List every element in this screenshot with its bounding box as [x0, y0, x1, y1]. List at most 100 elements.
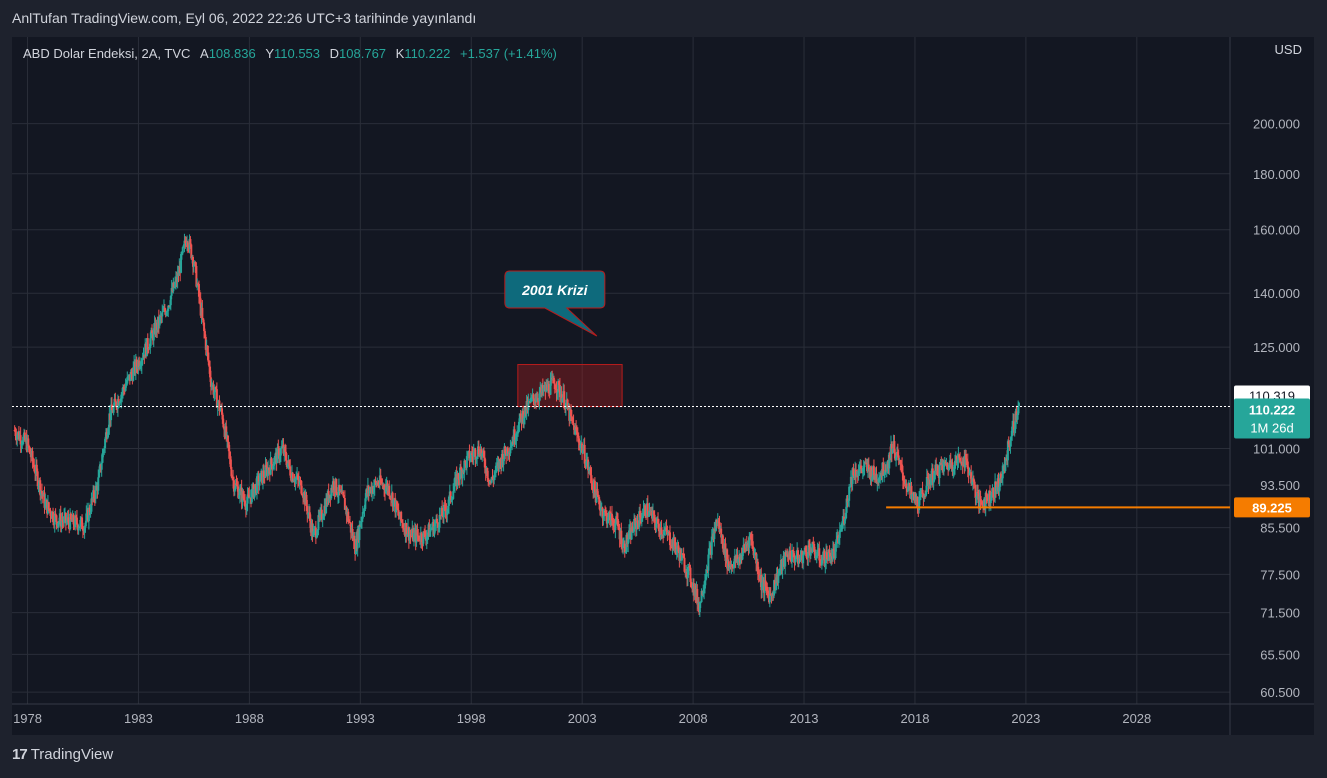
chart-area[interactable]: 2001 Krizi USD 200.000 180.000 160.000 140.00…	[12, 37, 1314, 735]
candle-body	[1009, 440, 1012, 447]
candle-body	[107, 427, 110, 434]
candle-body	[378, 484, 381, 486]
candle-body	[351, 528, 354, 538]
candle-body	[999, 473, 1002, 487]
candle-body	[713, 529, 716, 540]
candle-body	[862, 467, 865, 469]
price-tick-label: 160.000	[1253, 223, 1300, 238]
candle-body	[232, 477, 235, 481]
candle-body	[429, 529, 432, 537]
candle-body	[918, 492, 921, 497]
candle-body	[469, 458, 472, 461]
candle-body	[802, 554, 805, 564]
candle-body	[255, 476, 258, 494]
candle-body	[273, 455, 276, 464]
candle-body	[88, 507, 91, 513]
candle-body	[574, 427, 577, 435]
candle-body	[61, 520, 64, 522]
candle-body	[670, 546, 673, 548]
candle-body	[572, 422, 575, 426]
candle-body	[614, 523, 617, 531]
candle-body	[374, 480, 377, 483]
candle-body	[482, 450, 485, 458]
candle-body	[688, 565, 691, 568]
candle-body	[832, 548, 835, 551]
candle-body	[918, 496, 921, 511]
candle-body	[624, 552, 627, 554]
candle-body	[657, 518, 660, 524]
time-tick-label: 2003	[568, 711, 597, 726]
candle-body	[209, 377, 212, 387]
candle-body	[781, 560, 784, 571]
price-tick-label: 125.000	[1253, 340, 1300, 355]
candle-body	[226, 435, 229, 443]
candle-body	[330, 487, 333, 499]
candle-body	[993, 497, 996, 499]
candle-body	[933, 470, 936, 481]
high-label: Y	[265, 46, 274, 61]
candlestick-chart[interactable]: 2001 Krizi USD 200.000 180.000 160.000 140.00…	[12, 37, 1314, 735]
candle-body	[655, 523, 658, 528]
time-tick-label: 2013	[790, 711, 819, 726]
candle-body	[632, 531, 635, 533]
candle-body	[113, 398, 116, 406]
candle-body	[907, 486, 910, 492]
candle-body	[231, 476, 234, 478]
candle-body	[263, 476, 266, 478]
candle-body	[278, 448, 281, 459]
candle-body	[585, 461, 588, 466]
candle-body	[37, 485, 40, 487]
candle-body	[870, 467, 873, 481]
candle-body	[768, 594, 771, 603]
candle-body	[213, 392, 216, 395]
candle-body	[663, 530, 666, 532]
callout-text: 2001 Krizi	[521, 282, 588, 298]
candle-body	[700, 590, 703, 603]
candle-body	[699, 602, 702, 604]
candle-body	[812, 541, 815, 544]
candle-body	[115, 401, 118, 408]
candle-body	[248, 494, 251, 499]
tradingview-brand[interactable]: 17 TradingView	[12, 746, 113, 763]
candle-body	[59, 513, 62, 527]
candle-body	[514, 439, 517, 442]
close-value: 110.222	[404, 46, 451, 61]
candle-body	[981, 501, 984, 506]
candle-body	[891, 448, 894, 454]
candle-body	[129, 372, 132, 381]
low-value: 108.767	[339, 46, 387, 61]
candle-body	[406, 534, 409, 537]
candle-body	[332, 481, 335, 491]
candle-body	[984, 492, 987, 508]
candle-body	[597, 494, 600, 497]
candle-body	[639, 511, 642, 518]
candle-body	[499, 459, 502, 462]
symbol-name[interactable]: ABD Dolar Endeksi, 2A, TVC	[23, 46, 191, 61]
candle-body	[806, 557, 809, 559]
candle-body	[151, 330, 154, 334]
candle-body	[253, 488, 256, 498]
candle-body	[721, 535, 724, 549]
candle-body	[885, 469, 888, 471]
candle-body	[753, 553, 756, 556]
candle-body	[69, 513, 72, 520]
candle-body	[823, 550, 826, 566]
candle-body	[218, 400, 221, 411]
candle-body	[259, 473, 262, 482]
candle-body	[273, 463, 276, 466]
candle-body	[14, 431, 17, 437]
close-label: K	[395, 46, 405, 61]
candle-body	[622, 543, 625, 549]
candle-body	[901, 472, 904, 481]
candle-body	[447, 496, 450, 506]
candle-body	[756, 561, 759, 574]
candle-body	[246, 494, 249, 504]
candle-body	[272, 465, 275, 470]
candle-body	[149, 338, 152, 348]
candle-body	[741, 553, 744, 560]
candle-body	[633, 519, 636, 532]
candle-body	[280, 446, 283, 449]
candle-body	[163, 307, 166, 312]
candle-body	[504, 446, 507, 454]
candle-body	[875, 473, 878, 483]
